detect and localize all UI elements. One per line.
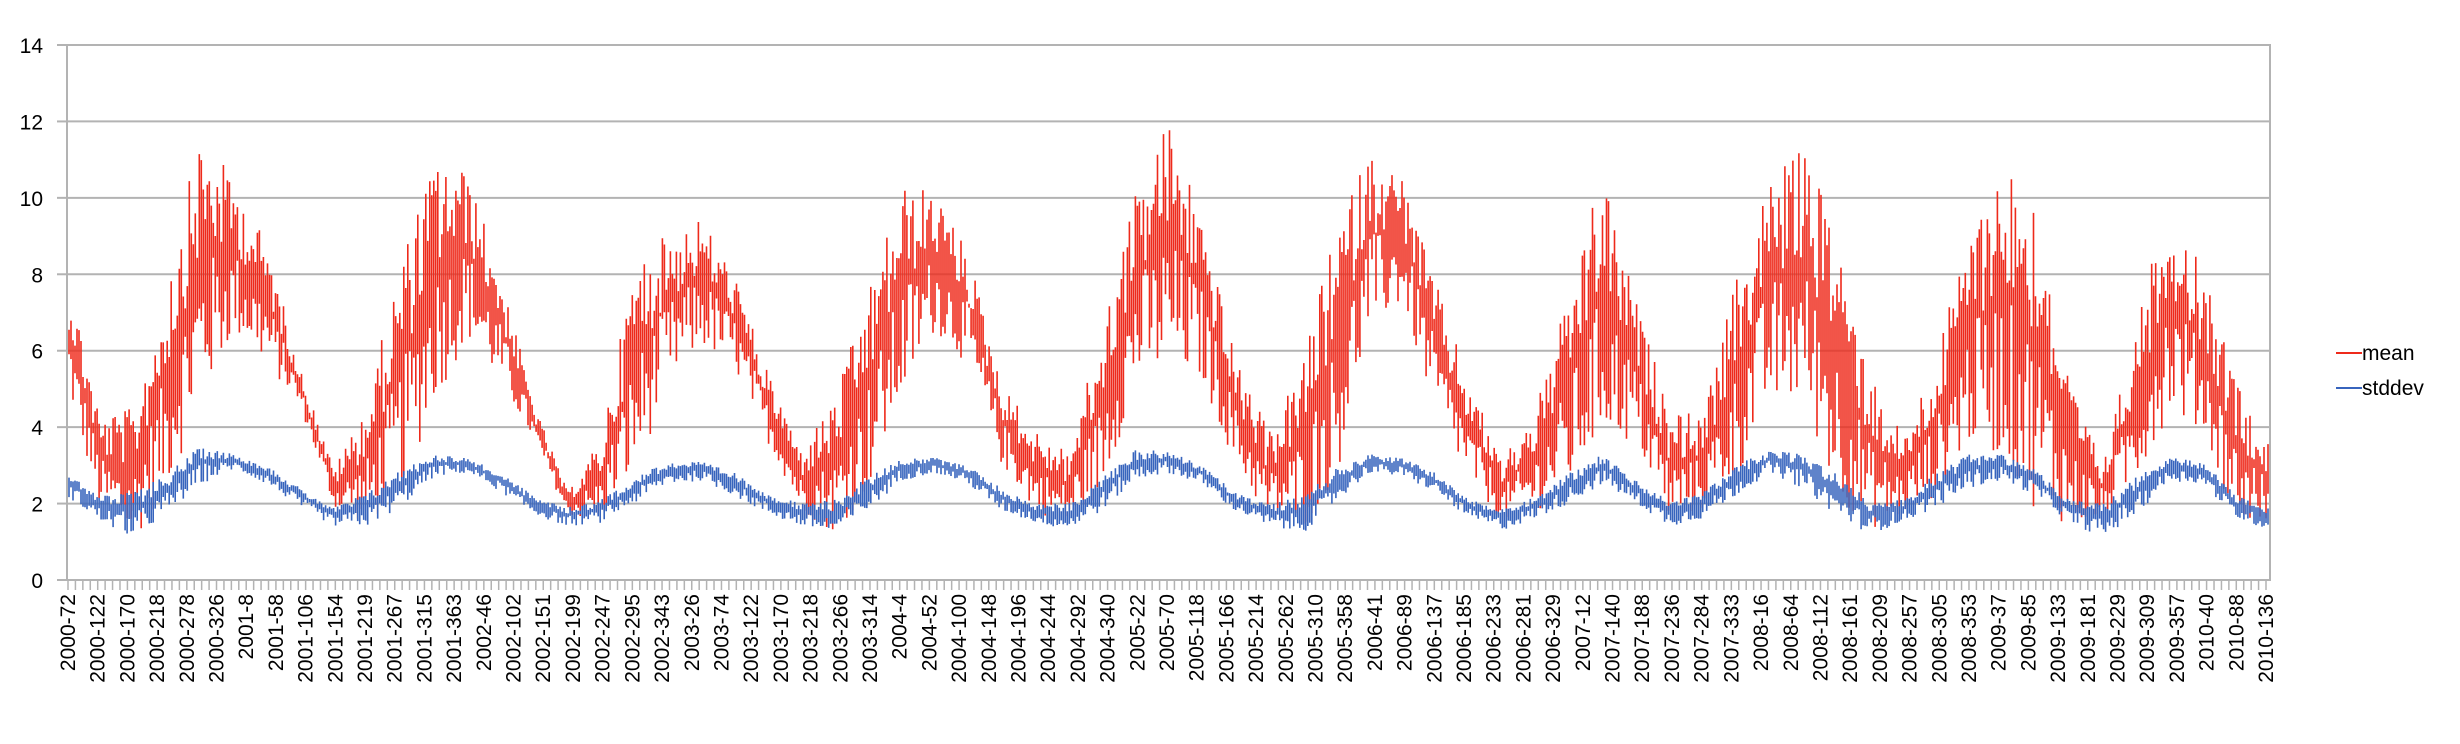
x-tick-label: 2001-106 [295, 594, 318, 683]
x-tick-label: 2004-4 [889, 594, 912, 660]
series-stddev [66, 448, 2271, 534]
x-tick-label: 2008-257 [1899, 594, 1922, 683]
y-tick-label: 0 [31, 570, 43, 593]
x-tick-label: 2007-188 [1631, 594, 1654, 683]
x-tick-label: 2007-333 [1720, 594, 1743, 683]
x-tick-label: 2009-229 [2106, 594, 2129, 683]
x-tick-label: 2008-16 [1750, 594, 1773, 671]
x-tick-label: 2005-22 [1126, 594, 1149, 671]
x-tick-label: 2001-363 [443, 594, 466, 683]
x-tick-label: 2002-199 [562, 594, 585, 683]
y-tick-label: 2 [31, 494, 43, 517]
x-tick-label: 2004-100 [948, 594, 971, 683]
legend-item-stddev: stddev [2336, 377, 2424, 400]
x-tick-label: 2000-122 [87, 594, 110, 683]
y-tick-label: 14 [20, 35, 44, 58]
x-tick-label: 2008-353 [1958, 594, 1981, 683]
x-tick-label: 2005-310 [1305, 594, 1328, 683]
x-tick-label: 2001-8 [235, 594, 258, 659]
x-tick-label: 2004-340 [1097, 594, 1120, 683]
legend-label: stddev [2362, 377, 2424, 400]
x-tick-label: 2003-314 [859, 594, 882, 683]
legend-item-mean: mean [2336, 342, 2415, 365]
x-tick-label: 2003-122 [740, 594, 763, 683]
x-tick-label: 2003-218 [800, 594, 823, 683]
x-tick-label: 2002-151 [532, 594, 555, 683]
plot-frame [66, 44, 2271, 581]
x-tick-label: 2004-244 [1037, 594, 1060, 683]
x-tick-label: 2002-295 [621, 594, 644, 683]
x-tick-label: 2008-305 [1928, 594, 1951, 683]
x-tick-label: 2001-219 [354, 594, 377, 683]
y-axis-ticks: 0 2 4 6 8 10 12 14 [20, 35, 67, 593]
y-tick-label: 8 [31, 264, 43, 287]
x-tick-label: 2010-88 [2225, 594, 2248, 671]
x-tick-label: 2006-41 [1364, 594, 1387, 671]
x-tick-label: 2008-112 [1809, 594, 1832, 681]
x-tick-label: 2003-266 [829, 594, 852, 683]
x-tick-label: 2002-102 [503, 594, 526, 683]
x-tick-label: 2000-218 [146, 594, 169, 683]
x-tick-label: 2000-72 [57, 594, 80, 671]
x-tick-label: 2009-357 [2166, 594, 2189, 683]
x-tick-label: 2008-64 [1780, 594, 1803, 671]
x-tick-label: 2010-136 [2255, 594, 2278, 683]
x-tick-label: 2004-292 [1067, 594, 1090, 683]
x-tick-label: 2009-181 [2077, 594, 2100, 683]
y-tick-label: 4 [31, 417, 43, 440]
x-tick-label: 2005-262 [1275, 594, 1298, 683]
y-tick-label: 12 [20, 111, 43, 134]
x-tick-label: 2005-214 [1245, 594, 1268, 683]
grid-lines [67, 44, 2270, 581]
x-tick-label: 2000-326 [206, 594, 229, 683]
x-tick-label: 2010-40 [2196, 594, 2219, 671]
x-tick-label: 2002-247 [592, 594, 615, 683]
x-tick-label: 2006-89 [1394, 594, 1417, 671]
x-tick-label: 2006-329 [1542, 594, 1565, 683]
x-axis-ticks: 2000-72 2000-122 2000-170 2000-218 2000-278 2… [57, 580, 2278, 683]
x-tick-label: 2001-154 [324, 594, 347, 683]
legend: mean stddev [2336, 342, 2424, 400]
x-tick-label: 2009-133 [2047, 594, 2070, 683]
x-tick-label: 2009-85 [2017, 594, 2040, 671]
x-tick-label: 2004-196 [1007, 594, 1030, 683]
x-tick-label: 2005-70 [1156, 594, 1179, 671]
x-tick-label: 2005-358 [1334, 594, 1357, 683]
x-tick-label: 2008-209 [1869, 594, 1892, 683]
x-tick-label: 2006-137 [1423, 594, 1446, 683]
x-tick-label: 2001-267 [384, 594, 407, 683]
x-tick-label: 2009-37 [1988, 594, 2011, 671]
x-tick-label: 2007-236 [1661, 594, 1684, 683]
x-tick-label: 2003-170 [770, 594, 793, 683]
x-tick-label: 2005-118 [1186, 594, 1209, 681]
x-tick-label: 2002-46 [473, 594, 496, 671]
x-tick-label: 2006-185 [1453, 594, 1476, 683]
x-tick-label: 2004-148 [978, 594, 1001, 683]
x-tick-label: 2006-281 [1512, 594, 1535, 683]
y-tick-label: 6 [31, 341, 43, 364]
x-tick-label: 2007-12 [1572, 594, 1595, 671]
x-tick-label: 2000-170 [116, 594, 139, 683]
legend-label: mean [2362, 342, 2415, 365]
series-group [66, 130, 2271, 534]
x-tick-label: 2005-166 [1215, 594, 1238, 683]
series-line-stddev [66, 448, 2271, 534]
x-tick-label: 2001-58 [265, 594, 288, 671]
x-tick-label: 2009-309 [2136, 594, 2159, 683]
x-tick-label: 2007-140 [1602, 594, 1625, 683]
y-tick-label: 10 [20, 188, 43, 211]
x-tick-label: 2003-26 [681, 594, 704, 671]
x-tick-label: 2003-74 [710, 594, 733, 671]
x-tick-label: 2002-343 [651, 594, 674, 683]
series-mean [66, 130, 2271, 530]
x-tick-label: 2001-315 [413, 594, 436, 683]
x-tick-label: 2006-233 [1483, 594, 1506, 683]
x-tick-label: 2004-52 [918, 594, 941, 671]
x-tick-label: 2007-284 [1691, 594, 1714, 683]
x-tick-label: 2000-278 [176, 594, 199, 683]
series-line-mean [66, 130, 2271, 530]
x-tick-label: 2008-161 [1839, 594, 1862, 683]
